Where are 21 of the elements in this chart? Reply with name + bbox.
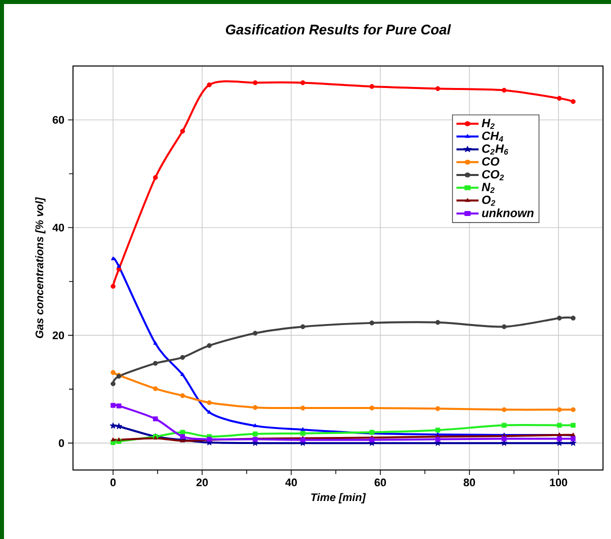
x-tick-label: 40 (285, 478, 297, 486)
legend-label: CH$_{4}$ (482, 132, 504, 142)
x-tick-label: 100 (550, 478, 568, 486)
x-tick-label: 20 (196, 478, 208, 486)
legend-label: C$_{2}$H$_{6}$ (482, 144, 508, 155)
x-axis-title: Time [min] (311, 493, 366, 504)
x-tick-label: 60 (374, 478, 386, 486)
y-tick-label: 40 (52, 224, 64, 232)
legend-label: H$_{2}$ (482, 118, 495, 129)
legend-label: CO$_{2}$ (482, 170, 504, 180)
y-tick-label: 60 (52, 116, 64, 124)
y-tick-label: 20 (52, 331, 64, 340)
y-tick-label: 0 (58, 439, 64, 447)
x-tick-label: 0 (110, 478, 116, 486)
legend-label: O$_{2}$ (482, 196, 496, 206)
x-tick-label: 80 (464, 478, 476, 486)
chart-title: Gasification Results for Pure Coal (226, 24, 451, 35)
y-axis-title: Gas concentrations [% vol] (35, 197, 46, 338)
legend-label: CO (482, 157, 500, 166)
legend-label: N$_{2}$ (482, 182, 495, 193)
legend-label: unknown (482, 208, 534, 218)
